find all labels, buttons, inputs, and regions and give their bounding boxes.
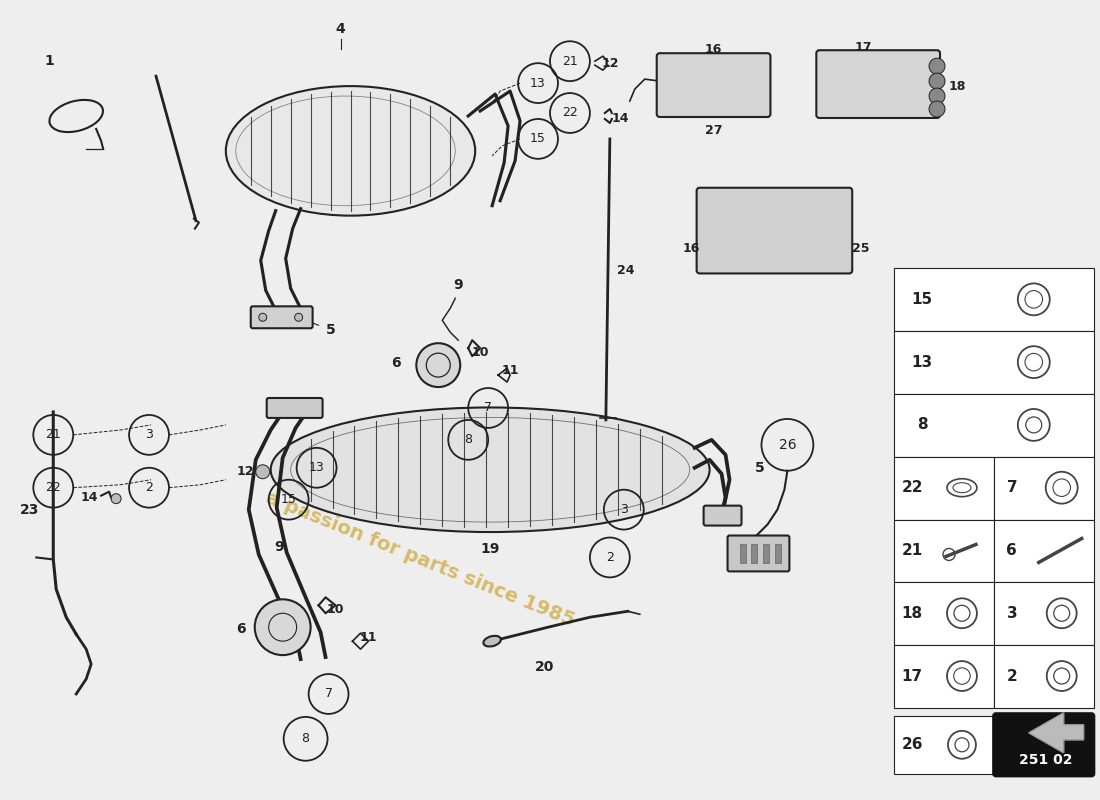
FancyBboxPatch shape [696,188,852,274]
Text: 3: 3 [1006,606,1018,621]
Text: 6: 6 [236,622,245,636]
Text: 8: 8 [464,434,472,446]
Text: 24: 24 [617,264,635,277]
Text: 5: 5 [755,461,764,474]
Text: 8: 8 [916,418,927,433]
Bar [894,457,994,519]
Ellipse shape [483,636,500,646]
Text: 22: 22 [45,481,62,494]
Text: 22: 22 [901,480,923,495]
Bar [894,582,994,645]
Circle shape [111,494,121,504]
Circle shape [930,88,945,104]
Text: 2: 2 [1006,669,1018,683]
Text: 23: 23 [20,502,38,517]
Text: 8: 8 [301,732,309,746]
Text: 18: 18 [902,606,923,621]
Bar [894,331,1093,394]
FancyBboxPatch shape [816,50,940,118]
Circle shape [930,73,945,89]
Text: 6: 6 [392,356,402,370]
FancyBboxPatch shape [251,306,312,328]
Text: 13: 13 [309,462,324,474]
Text: 7: 7 [324,687,332,701]
Text: 12: 12 [601,57,618,70]
Text: 13: 13 [912,354,933,370]
Text: 7: 7 [1006,480,1018,495]
Circle shape [258,314,266,322]
Text: 17: 17 [855,41,872,54]
Bar [894,269,1093,331]
Text: 10: 10 [472,346,488,358]
Text: 7: 7 [484,402,492,414]
Text: 20: 20 [536,660,554,674]
Bar [894,716,994,774]
Bar [994,645,1093,708]
FancyBboxPatch shape [727,535,790,571]
Text: 26: 26 [779,438,796,452]
FancyBboxPatch shape [657,54,770,117]
Text: 15: 15 [530,133,546,146]
Bar [751,543,758,563]
Text: 251 02: 251 02 [1019,753,1072,766]
Text: 9: 9 [274,541,284,554]
Circle shape [416,343,460,387]
Polygon shape [1028,713,1084,753]
Text: 19: 19 [481,542,499,557]
Text: 15: 15 [280,493,297,506]
Text: 5: 5 [326,323,336,338]
Text: 22: 22 [562,106,578,119]
Circle shape [295,314,302,322]
Text: 27: 27 [705,125,723,138]
FancyBboxPatch shape [993,713,1094,777]
Text: 18: 18 [948,79,966,93]
Text: 10: 10 [327,602,344,616]
Bar [776,543,781,563]
Bar [894,645,994,708]
Ellipse shape [226,86,475,216]
Text: 15: 15 [912,292,933,307]
Bar [739,543,746,563]
Bar [763,543,769,563]
Text: 21: 21 [45,428,62,442]
FancyBboxPatch shape [266,398,322,418]
Text: 3: 3 [620,503,628,516]
Text: 9: 9 [453,278,463,292]
Text: a passion for parts since 1985: a passion for parts since 1985 [263,489,578,630]
Text: 14: 14 [612,113,628,126]
Circle shape [930,101,945,117]
Text: 16: 16 [683,242,701,255]
Circle shape [930,58,945,74]
Text: 12: 12 [236,466,254,478]
Text: 1: 1 [44,54,54,68]
Circle shape [255,465,270,478]
Text: 6: 6 [1006,543,1018,558]
Bar [894,519,994,582]
Text: 21: 21 [902,543,923,558]
Text: 4: 4 [336,22,345,36]
Text: 25: 25 [852,242,870,255]
Text: 11: 11 [502,364,519,377]
Text: 26: 26 [901,738,923,752]
Text: 11: 11 [360,630,377,644]
Text: 21: 21 [562,54,578,68]
Text: 13: 13 [530,77,546,90]
FancyBboxPatch shape [704,506,741,526]
Text: 3: 3 [145,428,153,442]
Text: 16: 16 [705,42,723,56]
Text: 17: 17 [902,669,923,683]
Text: 2: 2 [606,551,614,564]
Ellipse shape [271,407,710,532]
Text: 14: 14 [80,491,98,504]
Circle shape [255,599,310,655]
Bar [994,582,1093,645]
Bar [894,394,1093,457]
Bar [994,457,1093,519]
Text: 2: 2 [145,481,153,494]
Bar [994,519,1093,582]
